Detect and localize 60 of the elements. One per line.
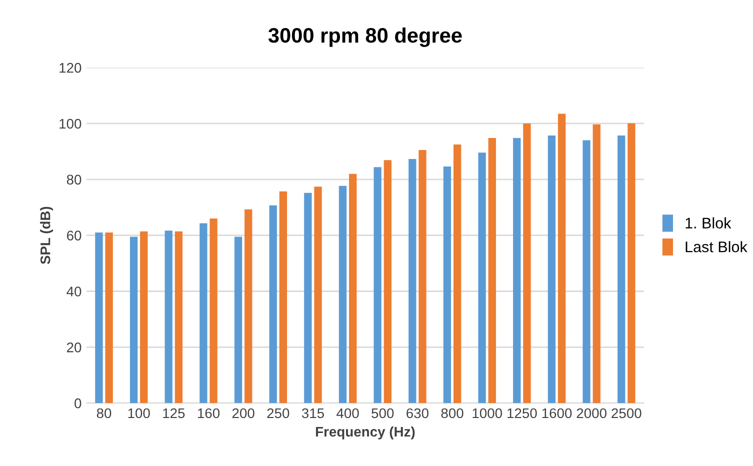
x-tick-label: 2000	[576, 408, 606, 418]
bar	[418, 150, 426, 404]
bar	[349, 174, 357, 404]
x-tick-label: 800	[441, 408, 464, 418]
bar	[140, 231, 148, 404]
bar	[628, 123, 636, 404]
bar	[210, 218, 218, 404]
bar	[374, 167, 382, 404]
bar	[244, 209, 252, 404]
bar	[279, 191, 288, 404]
bar	[408, 159, 416, 404]
bar	[548, 136, 556, 404]
x-tick-label: 1000	[472, 408, 502, 418]
x-tick-label: 100	[128, 408, 150, 418]
bar	[304, 192, 312, 404]
legend-label: Last Blok	[686, 241, 748, 252]
bar	[488, 138, 496, 404]
bar	[338, 186, 347, 404]
x-tick-label: 315	[302, 408, 324, 418]
x-tick-label: 500	[372, 408, 394, 418]
bar	[443, 166, 452, 404]
chart-title: 3000 rpm 80 degree	[268, 27, 462, 47]
x-tick-label: 1250	[508, 408, 537, 418]
bar	[95, 232, 103, 404]
x-tick-label: 125	[163, 408, 185, 418]
legend-label: 1. Blok	[686, 217, 732, 228]
bar	[164, 230, 172, 404]
y-tick-label: 100	[60, 118, 82, 129]
bar	[513, 138, 521, 404]
y-tick-label: 120	[60, 62, 82, 73]
bar	[105, 232, 113, 404]
bar	[269, 205, 277, 404]
y-tick-label: 40	[66, 286, 82, 296]
bar	[174, 231, 183, 404]
x-tick-label: 630	[406, 408, 428, 418]
bar	[618, 136, 626, 404]
y-tick-label: 20	[66, 342, 82, 352]
bar	[558, 114, 566, 404]
bar	[478, 152, 486, 404]
x-tick-label: 1600	[542, 408, 572, 418]
x-tick-label: 400	[336, 408, 359, 418]
y-axis-title: SPL (dB)	[40, 206, 54, 264]
y-tick-label: 80	[66, 174, 82, 185]
x-tick-label: 250	[267, 408, 290, 418]
bar	[384, 160, 392, 404]
bar	[200, 223, 208, 404]
bar	[592, 124, 600, 404]
bar	[523, 123, 531, 404]
x-tick-label: 200	[232, 408, 254, 418]
bar	[582, 140, 590, 404]
x-tick-label: 80	[96, 408, 112, 418]
bar	[130, 236, 138, 404]
bar	[453, 144, 462, 404]
bar	[234, 236, 242, 404]
y-tick-label: 0	[74, 398, 82, 408]
y-tick-label: 60	[66, 230, 82, 240]
x-tick-label: 160	[198, 408, 220, 418]
x-axis-title: Frequency (Hz)	[316, 426, 415, 440]
bar	[314, 186, 322, 404]
x-tick-label: 2500	[612, 408, 642, 418]
